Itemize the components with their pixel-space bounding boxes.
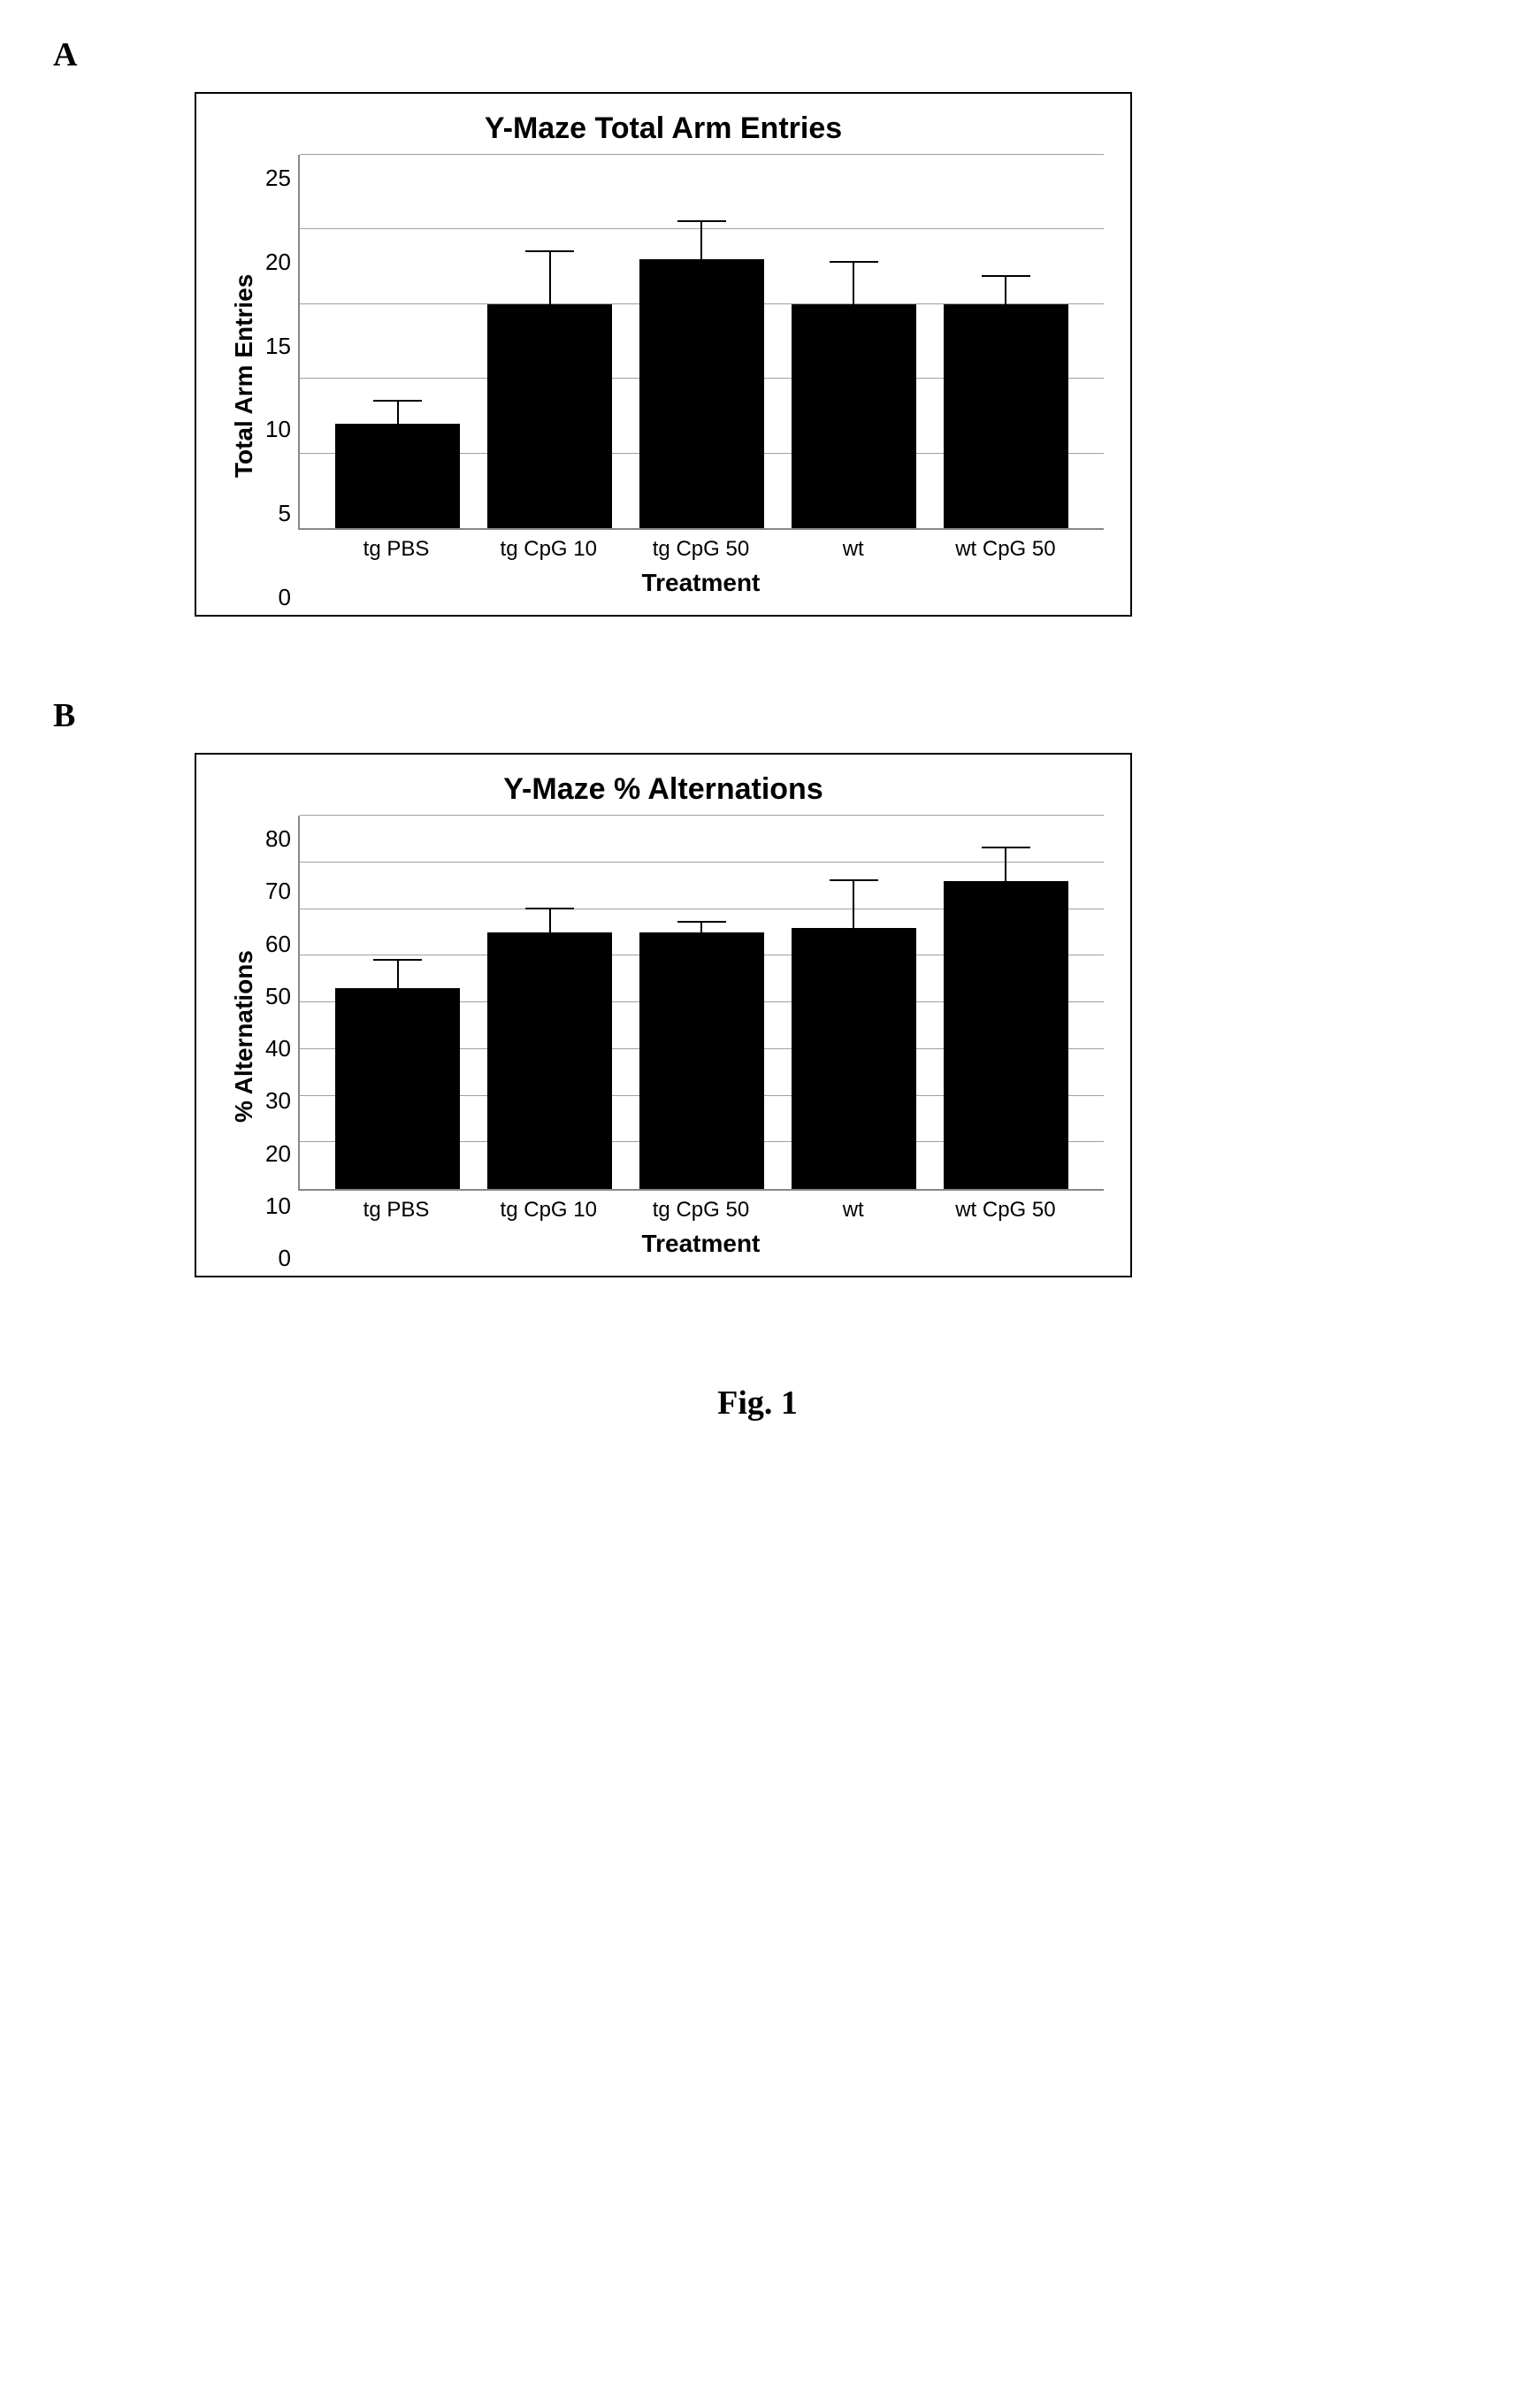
bar-slot (777, 816, 930, 1189)
y-tick: 50 (265, 985, 291, 1008)
y-tick: 30 (265, 1089, 291, 1112)
y-tick: 40 (265, 1037, 291, 1060)
y-tick: 0 (278, 586, 290, 609)
y-tick: 20 (265, 1142, 291, 1165)
bar-slot (474, 816, 626, 1189)
chart-a-xticks: tg PBStg CpG 10tg CpG 50wtwt CpG 50 (298, 530, 1104, 562)
chart-b-title: Y-Maze % Alternations (223, 772, 1104, 807)
error-stem (397, 402, 399, 424)
error-stem (1005, 848, 1006, 881)
x-tick: tg CpG 10 (472, 537, 624, 562)
bar (487, 932, 612, 1189)
chart-a-xlabel: Treatment (298, 569, 1104, 597)
bar-slot (930, 816, 1082, 1189)
y-tick: 80 (265, 827, 291, 850)
y-tick: 0 (278, 1246, 290, 1269)
bar-slot (322, 816, 474, 1189)
bar (944, 881, 1068, 1189)
chart-a-yticks: 2520151050 (265, 155, 298, 597)
bar (944, 304, 1068, 528)
chart-b-plot-area (298, 816, 1104, 1191)
x-tick: tg CpG 50 (624, 537, 777, 562)
error-stem (853, 881, 854, 928)
bars-row (300, 155, 1104, 528)
bar-slot (626, 155, 778, 528)
y-tick: 70 (265, 879, 291, 902)
x-tick: tg CpG 50 (624, 1198, 777, 1223)
chart-a-ylabel: Total Arm Entries (223, 155, 265, 597)
bar (335, 424, 460, 528)
bar (639, 259, 764, 528)
y-tick: 10 (265, 1194, 291, 1217)
chart-a-plot-area (298, 155, 1104, 530)
panel-a-label: A (53, 35, 1480, 74)
x-tick: wt CpG 50 (930, 1198, 1082, 1223)
x-tick: tg PBS (320, 1198, 472, 1223)
error-stem (700, 923, 702, 932)
y-tick: 10 (265, 418, 291, 441)
y-tick: 25 (265, 166, 291, 189)
error-stem (549, 909, 551, 932)
chart-a-body: Total Arm Entries 2520151050 tg PBStg Cp… (223, 155, 1104, 597)
bar-slot (777, 155, 930, 528)
error-stem (1005, 277, 1006, 303)
chart-a-title: Y-Maze Total Arm Entries (223, 111, 1104, 146)
chart-b-yticks: 80706050403020100 (265, 816, 298, 1258)
x-tick: wt (777, 1198, 930, 1223)
bar-slot (322, 155, 474, 528)
y-tick: 5 (278, 502, 290, 525)
error-stem (397, 961, 399, 989)
chart-b-container: Y-Maze % Alternations % Alternations 80 7… (195, 753, 1132, 1277)
x-tick: wt (777, 537, 930, 562)
chart-b-body: % Alternations 80706050403020100 tg PBSt… (223, 816, 1104, 1258)
bar (792, 928, 916, 1189)
chart-b-xlabel: Treatment (298, 1230, 1104, 1258)
x-tick: tg PBS (320, 537, 472, 562)
error-stem (853, 263, 854, 304)
bar (487, 304, 612, 528)
y-tick: 15 (265, 334, 291, 357)
chart-b-ylabel: % Alternations (223, 816, 265, 1258)
error-stem (549, 252, 551, 304)
figure-caption: Fig. 1 (35, 1384, 1480, 1423)
bar-slot (930, 155, 1082, 528)
chart-a-container: Y-Maze Total Arm Entries Total Arm Entri… (195, 92, 1132, 617)
y-tick: 60 (265, 932, 291, 955)
bar (335, 988, 460, 1189)
x-tick: tg CpG 10 (472, 1198, 624, 1223)
bar (639, 932, 764, 1189)
bar-slot (474, 155, 626, 528)
bars-row (300, 816, 1104, 1189)
y-tick: 20 (265, 250, 291, 273)
chart-b-xticks: tg PBStg CpG 10tg CpG 50wtwt CpG 50 (298, 1191, 1104, 1223)
error-stem (700, 222, 702, 259)
bar-slot (626, 816, 778, 1189)
x-tick: wt CpG 50 (930, 537, 1082, 562)
bar (792, 304, 916, 528)
panel-b-label: B (53, 696, 1480, 735)
